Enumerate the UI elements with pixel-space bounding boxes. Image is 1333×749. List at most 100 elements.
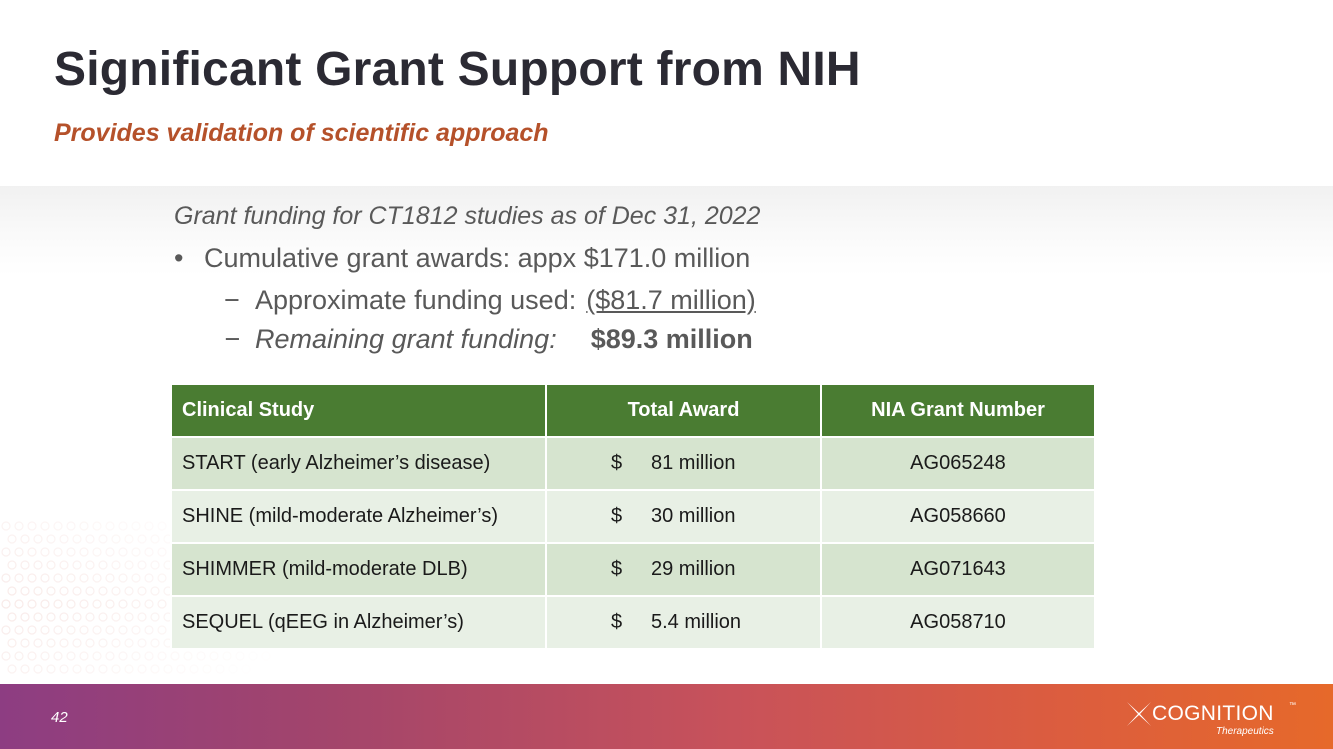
decorative-dot <box>92 625 102 635</box>
decorative-dot <box>7 560 17 570</box>
cell-award: $5.4 million <box>545 595 822 650</box>
decorative-dot <box>92 651 102 661</box>
decorative-dot <box>105 625 115 635</box>
decorative-dot <box>53 599 63 609</box>
decorative-dot <box>242 665 250 673</box>
background-band <box>0 186 1333 276</box>
decorative-dot <box>131 651 141 661</box>
award-amount: 5.4 million <box>651 611 742 633</box>
decorative-dot <box>131 573 141 583</box>
decorative-dot <box>20 560 30 570</box>
header-clinical-study: Clinical Study <box>170 383 547 438</box>
decorative-dot <box>33 534 43 544</box>
decorative-dot <box>157 573 167 583</box>
decorative-dot <box>20 638 30 648</box>
bullet-marker: • <box>174 243 184 273</box>
decorative-dot <box>124 560 134 570</box>
decorative-dot <box>46 560 56 570</box>
decorative-dot <box>137 560 147 570</box>
remaining-funding-label: Remaining grant funding: <box>255 324 557 354</box>
decorative-dot <box>7 586 17 596</box>
logo-x-mark-icon <box>1127 702 1151 726</box>
decorative-dot <box>202 664 212 674</box>
cell-award: $81 million <box>545 436 822 491</box>
funding-used-value: ($81.7 million) <box>586 285 756 315</box>
decorative-dot <box>163 664 173 674</box>
decorative-dot <box>79 573 89 583</box>
cell-study: SEQUEL (qEEG in Alzheimer’s) <box>170 595 547 650</box>
decorative-dot <box>215 664 225 674</box>
decorative-dot <box>20 586 30 596</box>
decorative-dot <box>7 638 17 648</box>
slide-title: Significant Grant Support from NIH <box>54 43 861 96</box>
decorative-dot <box>261 651 271 661</box>
funding-used-label: Approximate funding used: <box>255 285 577 315</box>
funding-heading: Grant funding for CT1812 studies as of D… <box>174 202 761 230</box>
decorative-dot <box>92 573 102 583</box>
decorative-dot <box>1 651 11 661</box>
cell-grant-number: AG071643 <box>820 542 1096 597</box>
decorative-dot <box>92 521 102 531</box>
decorative-dot <box>144 599 154 609</box>
decorative-dot <box>150 612 160 622</box>
decorative-dot <box>92 599 102 609</box>
table-row: SHINE (mild-moderate Alzheimer’s) $30 mi… <box>170 489 1096 544</box>
decorative-dot <box>59 586 69 596</box>
decorative-dot <box>196 651 206 661</box>
decorative-dot <box>40 547 50 557</box>
decorative-dot <box>53 547 63 557</box>
decorative-dot <box>53 625 63 635</box>
cell-award: $30 million <box>545 489 822 544</box>
table-row: START (early Alzheimer’s disease) $81 mi… <box>170 436 1096 491</box>
table-row: SHIMMER (mild-moderate DLB) $29 million … <box>170 542 1096 597</box>
decorative-dot <box>79 521 89 531</box>
decorative-dot <box>14 547 24 557</box>
decorative-dot <box>92 547 102 557</box>
decorative-dot <box>40 651 50 661</box>
logo-name: COGNITION <box>1152 702 1274 725</box>
decorative-dot <box>27 625 37 635</box>
decorative-dot <box>59 638 69 648</box>
decorative-dot <box>72 664 82 674</box>
decorative-dot <box>170 651 180 661</box>
decorative-dot <box>118 521 128 531</box>
cell-study: SHIMMER (mild-moderate DLB) <box>170 542 547 597</box>
decorative-dot <box>98 664 108 674</box>
decorative-dot <box>59 612 69 622</box>
decorative-dot <box>1 599 11 609</box>
decorative-dot <box>72 560 82 570</box>
cell-grant-number: AG065248 <box>820 436 1096 491</box>
decorative-dot <box>111 534 121 544</box>
cumulative-text: Cumulative grant awards: appx $171.0 mil… <box>204 243 751 273</box>
cell-study: START (early Alzheimer’s disease) <box>170 436 547 491</box>
decorative-dot <box>118 547 128 557</box>
decorative-dot <box>27 521 37 531</box>
grant-table: Clinical Study Total Award NIA Grant Num… <box>170 383 1096 650</box>
decorative-dot <box>66 521 76 531</box>
table-header-row: Clinical Study Total Award NIA Grant Num… <box>170 383 1096 438</box>
footer-bar: 42 COGNITION ™ Therapeutics <box>0 684 1333 749</box>
decorative-dot <box>98 534 108 544</box>
decorative-dot <box>53 651 63 661</box>
decorative-dot <box>150 664 160 674</box>
decorative-dot <box>157 547 167 557</box>
decorative-dot <box>124 586 134 596</box>
decorative-dot <box>157 625 167 635</box>
decorative-dot <box>124 534 134 544</box>
decorative-dot <box>105 547 115 557</box>
decorative-dot <box>14 521 24 531</box>
currency-symbol: $ <box>611 611 623 633</box>
decorative-dot <box>124 638 134 648</box>
decorative-dot <box>144 573 154 583</box>
decorative-dot <box>40 625 50 635</box>
decorative-dot <box>137 586 147 596</box>
decorative-dot <box>66 651 76 661</box>
currency-symbol: $ <box>611 558 623 580</box>
decorative-dot <box>131 521 141 531</box>
decorative-dot <box>66 573 76 583</box>
decorative-dot <box>118 599 128 609</box>
decorative-dot <box>144 521 154 531</box>
decorative-dot <box>98 638 108 648</box>
funding-used-item: − Approximate funding used: ($81.7 million… <box>224 285 756 316</box>
currency-symbol: $ <box>611 505 623 527</box>
